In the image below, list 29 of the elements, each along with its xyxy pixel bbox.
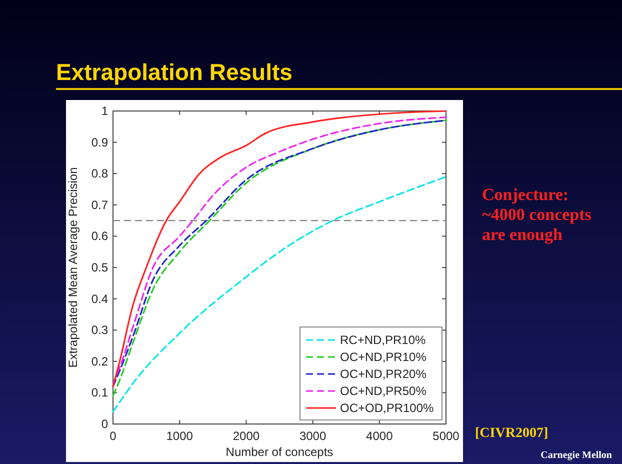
y-tick-label: 0.6 bbox=[91, 229, 108, 244]
x-tick-label: 0 bbox=[110, 429, 117, 443]
line-series bbox=[112, 176, 447, 412]
x-tick-label: 1000 bbox=[166, 429, 194, 443]
x-tick-label: 4000 bbox=[366, 429, 394, 443]
y-tick-label: 0.5 bbox=[91, 260, 108, 274]
y-tick-label: 0.8 bbox=[91, 166, 108, 181]
text: Carnegie Mellon bbox=[540, 450, 612, 461]
legend-label: OC+ND,PR50% bbox=[340, 384, 427, 398]
chart-title: Extrapolation Results bbox=[56, 59, 292, 85]
legend-label: RC+ND,PR10% bbox=[340, 333, 426, 347]
x-axis-title: Number of concepts bbox=[226, 445, 334, 459]
x-tick-label: 2000 bbox=[232, 429, 260, 443]
legend-label: OC+ND,PR10% bbox=[340, 350, 427, 364]
x-tick-label: 5000 bbox=[432, 429, 460, 443]
text: Conjecture: ~4000 concepts are enough bbox=[482, 185, 592, 244]
y-tick-label: 0 bbox=[101, 417, 108, 431]
y-tick-label: 0.4 bbox=[91, 292, 108, 306]
y-tick-label: 0.9 bbox=[91, 135, 108, 150]
legend-label: OC+OD,PR100% bbox=[340, 401, 434, 415]
legend-label: OC+ND,PR20% bbox=[340, 367, 427, 381]
y-tick-label: 1 bbox=[101, 104, 108, 118]
y-tick-label: 0.1 bbox=[91, 386, 108, 400]
y-tick-label: 0.3 bbox=[91, 323, 108, 338]
x-tick-label: 3000 bbox=[299, 429, 326, 443]
y-axis-title: Extrapolated Mean Average Precision bbox=[66, 167, 80, 368]
y-tick-label: 0.2 bbox=[91, 354, 108, 368]
text: [CIVR2007] bbox=[475, 426, 548, 441]
y-tick-label: 0.7 bbox=[91, 198, 108, 212]
